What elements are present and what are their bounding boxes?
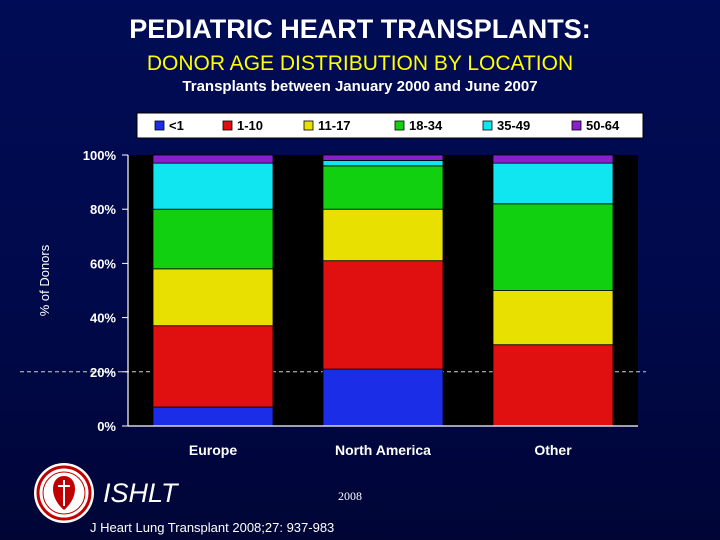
legend-box (136, 112, 644, 139)
bar-segment (492, 203, 614, 291)
legend-label: 18-34 (409, 118, 443, 133)
bar-segment (322, 208, 444, 262)
bar-segment (492, 344, 614, 427)
y-tick-label: 20% (90, 365, 116, 380)
legend-swatch (154, 120, 165, 131)
bar-segment (322, 260, 444, 370)
bar-segment (152, 162, 274, 210)
bar-segment (492, 290, 614, 346)
org-name: ISHLT (103, 478, 178, 508)
citation: J Heart Lung Transplant 2008;27: 937-983 (90, 520, 335, 535)
ishlt-logo (34, 463, 94, 523)
x-tick-label: North America (335, 442, 431, 458)
y-tick-label: 80% (90, 202, 116, 217)
y-tick-label: 60% (90, 256, 116, 271)
bar-segment (152, 154, 274, 164)
x-tick-label: Europe (189, 442, 237, 458)
y-tick-label: 0% (97, 419, 116, 434)
chart-title: PEDIATRIC HEART TRANSPLANTS: (129, 14, 591, 44)
report-year: 2008 (338, 489, 362, 503)
legend-swatch (571, 120, 582, 131)
legend-label: 1-10 (237, 118, 263, 133)
legend-swatch (394, 120, 405, 131)
bar-segment (492, 162, 614, 205)
legend-swatch (222, 120, 233, 131)
chart-subtitle: DONOR AGE DISTRIBUTION BY LOCATION (146, 52, 574, 75)
bar-segment (322, 368, 444, 427)
legend-label: 50-64 (586, 118, 620, 133)
bar-segment (152, 406, 274, 427)
bar-segment (322, 165, 444, 210)
chart-note: Transplants between January 2000 and Jun… (182, 78, 538, 95)
x-tick-label: Other (534, 442, 572, 458)
bar-segment (322, 160, 444, 167)
y-tick-label: 100% (83, 148, 117, 163)
legend-swatch (482, 120, 493, 131)
bar-segment (152, 268, 274, 327)
y-tick-label: 40% (90, 311, 116, 326)
legend-label: 11-17 (318, 118, 351, 133)
y-axis-title: % of Donors (37, 244, 52, 316)
legend-label: 35-49 (497, 118, 530, 133)
legend-label: <1 (169, 118, 184, 133)
bar-segment (152, 325, 274, 408)
bar-segment (322, 154, 444, 161)
bar-segment (492, 154, 614, 164)
legend-swatch (303, 120, 314, 131)
bar-segment (152, 208, 274, 270)
